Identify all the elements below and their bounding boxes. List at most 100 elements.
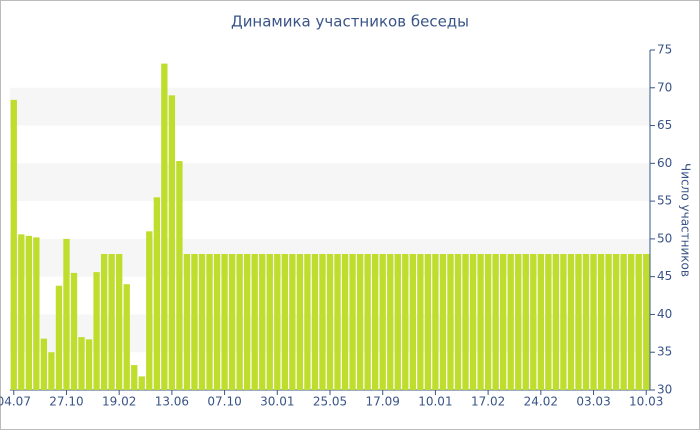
bar: [484, 254, 492, 390]
bar: [387, 254, 394, 390]
bar: [206, 254, 213, 390]
x-tick-label: 03.03: [576, 395, 610, 409]
bar: [296, 254, 304, 390]
bar: [40, 338, 48, 390]
bar: [402, 254, 409, 390]
bar: [33, 237, 40, 390]
x-tick-label: 17.09: [366, 395, 400, 409]
bar: [545, 254, 552, 390]
bar: [289, 254, 296, 390]
bar: [108, 254, 115, 390]
bar: [590, 254, 597, 390]
bar: [168, 95, 176, 390]
y-tick-label: 75: [657, 43, 672, 57]
bar: [266, 254, 273, 390]
bar: [326, 254, 334, 390]
chart-title: Динамика участников беседы: [231, 13, 469, 31]
bar: [100, 254, 108, 390]
bar: [635, 254, 642, 390]
bar: [123, 284, 130, 390]
bar: [454, 254, 462, 390]
bar: [191, 254, 198, 390]
bar: [319, 254, 326, 390]
bar: [18, 234, 25, 390]
y-tick-label: 30: [657, 383, 672, 397]
y-tick-label: 65: [657, 118, 672, 132]
bar: [259, 254, 266, 390]
bar: [612, 254, 620, 390]
x-tick-label: 07.10: [207, 395, 241, 409]
bar: [153, 197, 160, 390]
bar: [432, 254, 439, 390]
bar: [138, 376, 145, 390]
bar: [552, 254, 560, 390]
bar: [116, 254, 123, 390]
bar: [356, 254, 364, 390]
bar: [161, 63, 168, 390]
bar: [515, 254, 522, 390]
y-tick-label: 70: [657, 80, 672, 94]
bar: [349, 254, 356, 390]
y-tick-label: 35: [657, 345, 672, 359]
y-axis-label: Число участников: [679, 163, 693, 277]
bar: [492, 254, 499, 390]
y-tick-label: 60: [657, 156, 672, 170]
bar: [274, 254, 281, 390]
bar: [281, 254, 288, 390]
bar: [507, 254, 514, 390]
bar: [341, 254, 349, 390]
bar: [424, 254, 432, 390]
bar: [582, 254, 590, 390]
bar: [447, 254, 454, 390]
bar: [500, 254, 507, 390]
bar: [146, 231, 153, 390]
bar: [417, 254, 424, 390]
bar: [334, 254, 341, 390]
bar: [236, 254, 243, 390]
bar: [70, 272, 78, 390]
x-tick-label: 24.02: [524, 395, 558, 409]
bar: [628, 254, 635, 390]
bar: [379, 254, 386, 390]
bar: [93, 272, 100, 390]
bar: [198, 254, 206, 390]
bar: [462, 254, 469, 390]
bar: [221, 254, 228, 390]
y-tick-label: 40: [657, 307, 672, 321]
bar: [131, 365, 138, 390]
bar: [364, 254, 371, 390]
x-tick-label: 04.07: [0, 395, 31, 409]
bar: [522, 254, 529, 390]
bar: [10, 99, 17, 390]
bar: [605, 254, 612, 390]
bar: [55, 285, 63, 390]
x-tick-label: 25.05: [313, 395, 347, 409]
bar: [244, 254, 251, 390]
bar: [469, 254, 477, 390]
bar: [228, 254, 236, 390]
bar: [537, 254, 544, 390]
bar: [85, 339, 93, 390]
bar: [63, 238, 70, 390]
bar: [394, 254, 401, 390]
bar: [183, 254, 191, 390]
bar: [78, 337, 85, 390]
bar: [597, 254, 605, 390]
x-tick-label: 27.10: [49, 395, 83, 409]
bar: [575, 254, 582, 390]
x-tick-label: 30.01: [260, 395, 294, 409]
x-tick-label: 13.06: [155, 395, 189, 409]
bar: [48, 352, 55, 390]
bar: [643, 254, 650, 390]
bar: [25, 235, 32, 390]
bar: [372, 254, 379, 390]
bar: [311, 254, 319, 390]
bar: [530, 254, 537, 390]
x-tick-label: 10.03: [629, 395, 663, 409]
y-tick-label: 45: [657, 269, 672, 283]
y-tick-label: 50: [657, 231, 672, 245]
bar: [477, 254, 484, 390]
bar: [176, 161, 183, 390]
bar: [409, 254, 416, 390]
